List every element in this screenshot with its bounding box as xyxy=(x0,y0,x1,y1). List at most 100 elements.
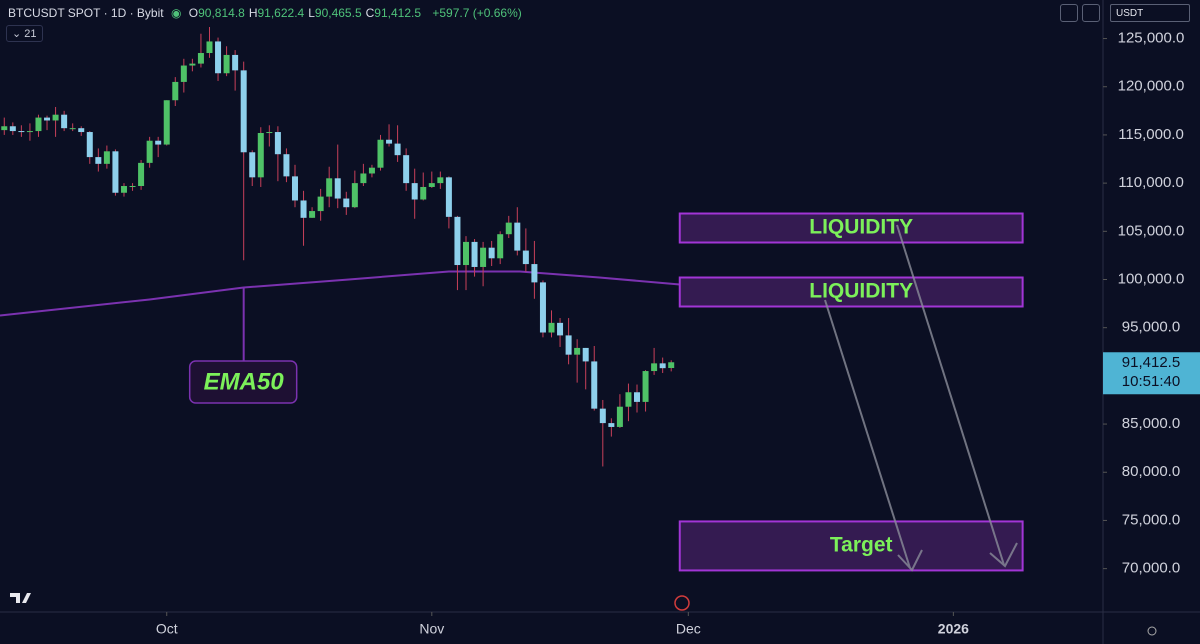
indicator-button[interactable]: ⌄ 21 xyxy=(6,25,43,42)
candle-body xyxy=(574,347,581,355)
zone xyxy=(678,212,1024,244)
candle-body xyxy=(668,362,675,369)
y-tick-label: 125,000.0 xyxy=(1118,30,1185,47)
event-icon xyxy=(674,595,690,611)
zone-label: LIQUIDITY xyxy=(809,280,913,303)
candle-body xyxy=(35,117,42,132)
candle-body xyxy=(608,423,615,427)
ohlc-label: H xyxy=(248,6,258,20)
ohlc-value: 90,814.8 xyxy=(198,6,245,20)
zone-label: LIQUIDITY xyxy=(809,216,913,239)
arrow-head xyxy=(989,542,1018,568)
price-tag xyxy=(1103,352,1200,395)
legend-header: BTCUSDT SPOT · 1D · Bybit ◉ O90,814.8 H91… xyxy=(8,6,526,20)
candle-body xyxy=(9,126,16,132)
candle-body xyxy=(360,173,367,184)
candle-body xyxy=(488,247,495,259)
candle-body xyxy=(634,392,641,402)
x-tick-label: 2026 xyxy=(938,621,969,637)
candle-body xyxy=(172,81,179,101)
candle-body xyxy=(69,128,76,130)
candle-body xyxy=(599,408,606,424)
ohlc-label: O xyxy=(188,6,199,20)
candle-body xyxy=(497,234,504,259)
ohlc-label: L xyxy=(308,6,315,20)
candle-body xyxy=(95,157,102,164)
candle-body xyxy=(505,222,512,235)
y-tick-label: 70,000.0 xyxy=(1122,560,1180,577)
zone xyxy=(678,276,1024,308)
candle-body xyxy=(266,132,273,134)
candle-body xyxy=(44,117,51,121)
button[interactable] xyxy=(1082,4,1100,22)
arrow xyxy=(824,299,911,569)
candle-body xyxy=(291,176,298,201)
arrow-head xyxy=(897,549,923,572)
price-tag-label: 91,412.5 xyxy=(1122,354,1180,371)
x-tick-label: Nov xyxy=(419,621,444,637)
candle-body xyxy=(531,264,538,283)
candle-body xyxy=(1,126,8,131)
candle-body xyxy=(300,200,307,218)
ema-label-box xyxy=(188,360,298,404)
candle-body xyxy=(309,211,316,218)
y-tick-label: 75,000.0 xyxy=(1122,511,1180,528)
candle-body xyxy=(334,178,341,199)
y-tick-label: 115,000.0 xyxy=(1118,126,1184,143)
candle-body xyxy=(155,140,162,145)
candle-body xyxy=(26,131,33,133)
candle-body xyxy=(351,183,358,208)
x-tick-label: Dec xyxy=(676,621,701,637)
candle-body xyxy=(343,198,350,208)
candle-body xyxy=(180,65,187,82)
candle-body xyxy=(659,363,666,369)
y-tick-label: 95,000.0 xyxy=(1122,319,1180,336)
plot-layer: 70,000.075,000.080,000.085,000.090,000.0… xyxy=(0,26,1200,637)
candle-body xyxy=(103,151,110,164)
button[interactable] xyxy=(1060,4,1078,22)
candle-body xyxy=(548,322,555,333)
candle-body xyxy=(283,154,290,177)
candle-body xyxy=(274,132,281,155)
candle-body xyxy=(462,241,469,266)
candle-body xyxy=(146,140,153,163)
candle-body xyxy=(539,282,546,333)
symbol: BTCUSDT SPOT · 1D · Bybit xyxy=(8,6,164,20)
ema-label: EMA50 xyxy=(204,368,285,395)
y-tick-label: 105,000.0 xyxy=(1118,222,1185,239)
ohlc-legend: O90,814.8 H91,622.4 L90,465.5 C91,412.5 xyxy=(189,6,425,20)
ohlc-value: 91,412.5 xyxy=(374,6,422,20)
candle-body xyxy=(112,151,119,193)
candle-body xyxy=(317,196,324,212)
candle-body xyxy=(411,183,418,200)
candle-body xyxy=(163,100,170,145)
candle-body xyxy=(480,247,487,267)
candle-body xyxy=(445,177,452,217)
candle-body xyxy=(651,363,658,372)
candle-body xyxy=(257,133,264,178)
ema-line xyxy=(0,270,680,317)
candle-body xyxy=(428,183,435,187)
candle-body xyxy=(61,114,68,129)
candle-body xyxy=(557,322,564,336)
y-tick-label: 85,000.0 xyxy=(1122,415,1180,432)
candle-body xyxy=(582,347,589,362)
candle-body xyxy=(129,186,136,188)
candle-body xyxy=(625,392,632,407)
settings-icon xyxy=(1147,626,1157,636)
candle-body xyxy=(616,406,623,427)
change: +597.7 (+0.66%) xyxy=(432,6,522,20)
candle-body xyxy=(454,216,461,266)
candle-body xyxy=(249,152,256,178)
x-tick-label: Oct xyxy=(156,621,178,637)
zone-label: Target xyxy=(830,533,893,556)
candle-body xyxy=(120,186,127,193)
countdown: 10:51:40 xyxy=(1122,373,1180,390)
currency-select[interactable]: USDT xyxy=(1110,4,1190,22)
candle-body xyxy=(471,241,478,267)
candle-body xyxy=(326,178,333,197)
y-tick-label: 110,000.0 xyxy=(1118,174,1184,191)
arrows xyxy=(824,224,1018,572)
